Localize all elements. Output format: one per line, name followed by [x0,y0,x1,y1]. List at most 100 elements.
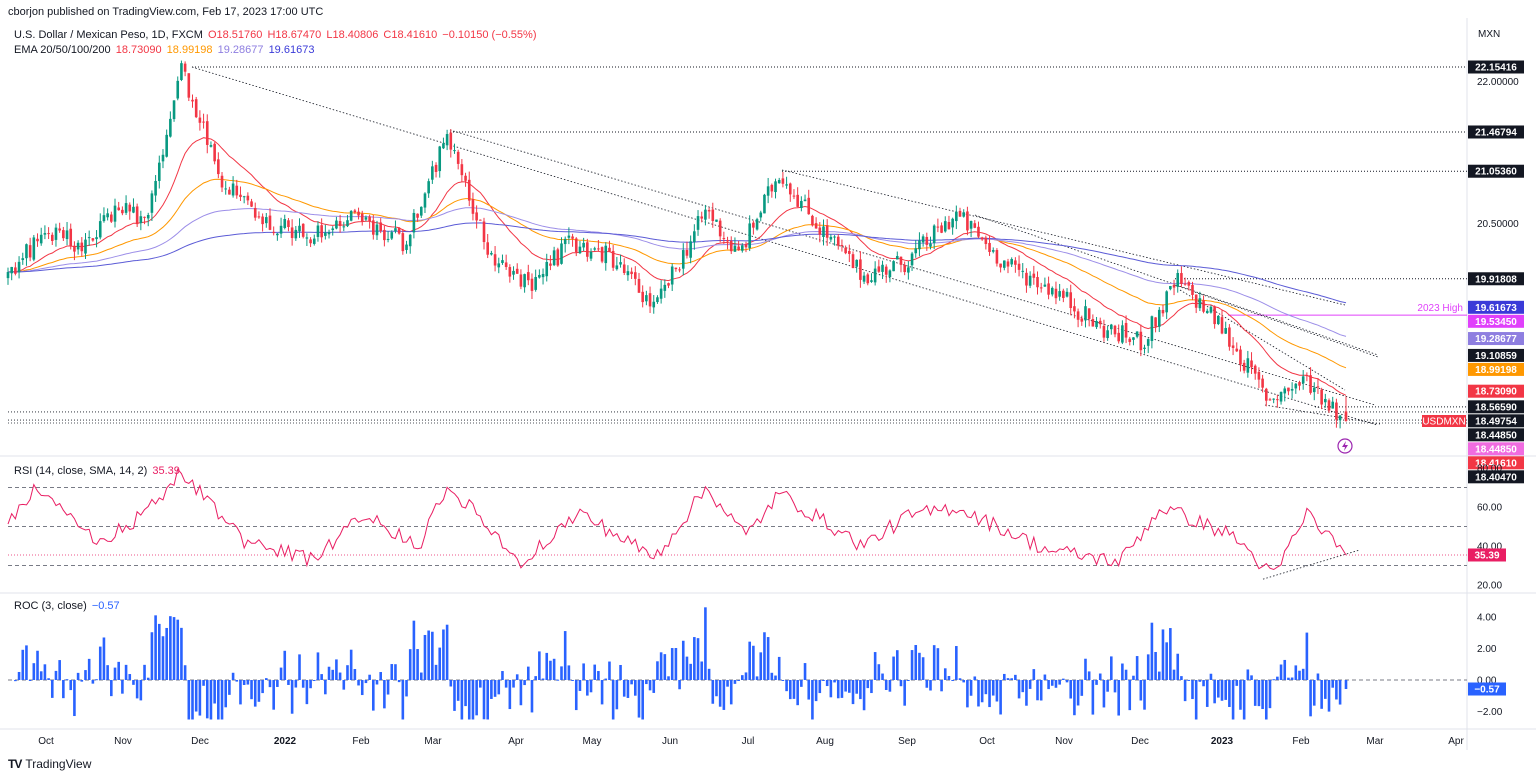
candle-body [877,266,881,272]
roc-bar [943,668,947,680]
candle-body [977,226,980,237]
candle-body [346,220,349,227]
roc-bar [17,671,21,680]
candle-body [1231,345,1235,348]
roc-bar [486,680,489,720]
price-label-text: 18.41610 [1475,458,1517,469]
candle-body [316,225,320,237]
candle-body [947,222,951,230]
candle-body [988,242,991,252]
roc-bar [456,680,460,701]
candle-body [1176,272,1180,287]
candles-group [6,60,1348,429]
roc-bar [848,680,851,693]
roc-bar [563,631,567,680]
time-tick-label: Aug [816,736,834,747]
candle-body [1250,360,1253,368]
roc-bar [76,672,80,680]
roc-bar [818,680,822,694]
candle-body [1316,386,1320,388]
roc-bar [224,680,228,708]
roc-bar [892,656,895,680]
candle-body [1050,287,1054,295]
price-label-badge [1468,400,1524,414]
candle-body [807,197,811,215]
roc-bar [379,672,382,680]
roc-bar [1073,680,1076,716]
roc-bar [1268,680,1272,709]
roc-bar [1231,680,1235,720]
roc-bar [338,672,342,680]
roc-bar [988,680,991,708]
roc-bar [301,680,305,688]
roc-bar [637,680,641,718]
candle-body [530,278,534,291]
candle-body [519,274,523,287]
candle-body [1209,306,1213,313]
candle-body [733,245,737,252]
candle-body [833,236,836,238]
roc-bar [397,680,401,683]
candle-body [25,244,28,259]
roc-bar [364,680,368,684]
candle-body [515,268,519,274]
roc-bar [859,680,862,700]
roc-bar [117,661,120,680]
roc-bar [95,679,98,681]
roc-bar [593,664,597,680]
candle-body [331,228,335,231]
roc-bar [47,678,50,680]
candle-body [574,238,578,253]
rsi-line [7,468,1347,571]
candle-body [951,218,954,228]
open-value: O18.51760 [207,29,263,41]
candle-body [991,250,995,252]
candle-body [106,213,109,218]
candle-body [995,250,999,264]
candle-body [652,301,656,308]
roc-bar [574,680,578,711]
candle-body [121,209,124,214]
roc-bar [1017,680,1021,699]
candle-body [862,275,866,282]
candle-body [1161,309,1165,314]
candle-body [17,261,21,273]
candle-body [250,201,253,207]
candle-body [659,288,663,299]
candle-body [895,256,899,260]
ema50-value: 18.99198 [166,44,213,56]
roc-bar [265,678,268,680]
roc-bar [394,664,397,680]
roc-bar [1187,679,1191,681]
roc-bar [383,680,386,709]
candle-body [91,238,95,241]
price-label-text: 19.91808 [1475,274,1517,285]
candle-body [1110,324,1113,330]
price-label-text: 18.56590 [1475,402,1517,413]
roc-bar [678,680,681,690]
candle-body [836,236,840,246]
roc-bar [1146,654,1150,680]
ema100-value: 19.28677 [217,44,264,56]
roc-bar [1062,678,1065,680]
candle-body [294,229,298,239]
roc-bar [1117,680,1120,716]
candle-body [1069,292,1073,309]
roc-bar [726,680,729,687]
candle-body [534,277,537,290]
roc-bar [1069,680,1073,699]
roc-bar [966,680,969,708]
roc-bar [873,652,877,680]
roc-bar [608,661,611,680]
candle-body [726,239,729,242]
roc-bar [995,680,999,702]
price-label-badge [1468,60,1524,74]
candle-body [390,232,394,239]
roc-bar [973,676,977,680]
price-label-badge [1468,384,1524,398]
candle-body [194,99,198,118]
candle-body [375,224,379,236]
candle-body [283,219,287,228]
trend-line [974,214,1379,356]
